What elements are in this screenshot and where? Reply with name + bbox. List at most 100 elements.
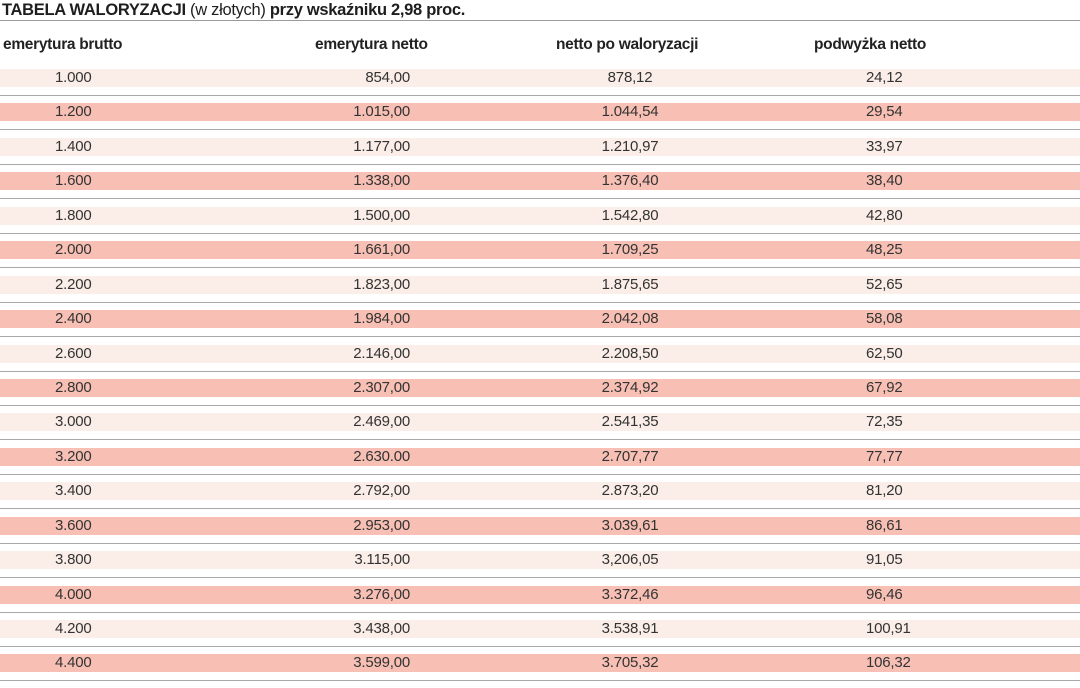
cell-emerytura-netto: 2.469,00 [353, 413, 410, 431]
row-divider [0, 129, 1080, 131]
cell-emerytura-netto: 1.338,00 [353, 172, 410, 190]
cell-emerytura-brutto: 4.200 [55, 620, 92, 637]
cell-emerytura-netto: 2.146,00 [353, 344, 410, 362]
cell-emerytura-brutto: 4.000 [55, 585, 92, 603]
cell-emerytura-netto: 3.115,00 [354, 551, 410, 569]
cell-emerytura-brutto: 3.600 [55, 516, 92, 534]
table-row: 1.000 854,00 878,12 24,12 [0, 68, 1080, 102]
cell-emerytura-netto: 1.823,00 [353, 275, 410, 293]
cell-emerytura-brutto: 2.200 [55, 275, 92, 293]
cell-netto-po-waloryzacji: 3,206,05 [601, 551, 659, 569]
row-divider [0, 232, 1080, 234]
cell-emerytura-brutto: 3.000 [55, 413, 92, 431]
cell-podwyzka-netto: 67,92 [866, 378, 903, 396]
cell-podwyzka-netto: 81,20 [866, 482, 903, 500]
cell-podwyzka-netto: 48,25 [866, 241, 903, 259]
cell-emerytura-netto: 3.599,00 [353, 654, 410, 672]
cell-podwyzka-netto: 62,50 [866, 344, 903, 362]
table-row: 1.400 1.177,00 1.210,97 33,97 [0, 137, 1080, 171]
table-row: 1.600 1.338,00 1.376,40 38,40 [0, 171, 1080, 205]
title-unit: (w złotych) [190, 1, 266, 19]
row-divider [0, 163, 1080, 165]
row-divider [0, 508, 1080, 510]
cell-emerytura-netto: 3.276,00 [353, 585, 410, 603]
row-divider [0, 198, 1080, 200]
cell-netto-po-waloryzacji: 878,12 [607, 69, 653, 86]
cell-emerytura-brutto: 4.400 [55, 654, 92, 672]
cell-emerytura-netto: 1.661,00 [353, 241, 410, 259]
cell-netto-po-waloryzacji: 3.372,46 [601, 585, 659, 603]
row-band [0, 516, 1080, 535]
cell-netto-po-waloryzacji: 1.542,80 [601, 206, 659, 224]
cell-podwyzka-netto: 52,65 [866, 275, 903, 293]
cell-emerytura-brutto: 1.200 [55, 103, 92, 121]
table-row: 4.400 3.599,00 3.705,32 106,32 [0, 653, 1080, 687]
row-divider [0, 577, 1080, 579]
row-band [0, 620, 1080, 638]
row-band [0, 551, 1080, 570]
table-row: 2.200 1.823,00 1.875,65 52,65 [0, 275, 1080, 309]
row-divider [0, 95, 1080, 96]
row-band [0, 585, 1080, 604]
title-rest: przy wskaźniku 2,98 proc. [269, 1, 466, 19]
table-row: 3.200 2.630.00 2.707,77 77,77 [0, 447, 1080, 481]
table-row: 2.600 2.146,00 2.208,50 62,50 [0, 344, 1080, 378]
table-row: 4.000 3.276,00 3.372,46 96,46 [0, 585, 1080, 619]
cell-emerytura-brutto: 1.600 [55, 172, 92, 190]
cell-netto-po-waloryzacji: 2.541,35 [601, 413, 659, 431]
row-divider [0, 404, 1080, 406]
cell-emerytura-brutto: 2.600 [55, 344, 92, 362]
row-band [0, 482, 1080, 501]
cell-emerytura-netto: 3.438,00 [353, 620, 410, 637]
cell-podwyzka-netto: 38,40 [866, 172, 903, 190]
cell-emerytura-brutto: 3.800 [55, 551, 92, 569]
cell-podwyzka-netto: 86,61 [866, 516, 903, 534]
cell-podwyzka-netto: 33,97 [866, 137, 903, 155]
header-emerytura-brutto: emerytura brutto [3, 36, 123, 53]
row-band [0, 447, 1080, 466]
cell-emerytura-netto: 1.984,00 [353, 310, 410, 328]
table-body: 1.000 854,00 878,12 24,12 1.200 1.015,00 1.044… [0, 68, 1080, 688]
cell-emerytura-netto: 2.792,00 [353, 482, 410, 500]
cell-podwyzka-netto: 24,12 [866, 69, 903, 86]
cell-netto-po-waloryzacji: 1.044,54 [601, 103, 659, 121]
row-divider [0, 267, 1080, 269]
cell-emerytura-brutto: 1.800 [55, 206, 92, 224]
row-divider [0, 370, 1080, 372]
row-divider [0, 301, 1080, 303]
row-band [0, 654, 1080, 673]
cell-emerytura-brutto: 2.800 [55, 378, 92, 396]
table-row: 3.000 2.469,00 2.541,35 72,35 [0, 412, 1080, 446]
cell-emerytura-netto: 854,00 [365, 69, 410, 86]
cell-podwyzka-netto: 106,32 [866, 654, 911, 672]
cell-netto-po-waloryzacji: 3.538,91 [601, 620, 659, 637]
cell-emerytura-brutto: 1.400 [55, 137, 92, 155]
cell-podwyzka-netto: 42,80 [866, 206, 903, 224]
cell-emerytura-netto: 1.177,00 [353, 137, 410, 155]
row-band [0, 378, 1080, 397]
table-row: 1.800 1.500,00 1.542,80 42,80 [0, 206, 1080, 240]
cell-podwyzka-netto: 100,91 [866, 620, 911, 637]
cell-emerytura-brutto: 2.000 [55, 241, 92, 259]
table-row: 2.000 1.661,00 1.709,25 48,25 [0, 240, 1080, 274]
row-divider [0, 473, 1080, 475]
table-row: 3.600 2.953,00 3.039,61 86,61 [0, 516, 1080, 550]
table-row: 1.200 1.015,00 1.044,54 29,54 [0, 102, 1080, 136]
row-band [0, 103, 1080, 122]
cell-netto-po-waloryzacji: 1.709,25 [601, 241, 659, 259]
row-band [0, 310, 1080, 329]
row-band [0, 206, 1080, 225]
cell-emerytura-netto: 2.630.00 [353, 447, 410, 465]
row-divider [0, 680, 1080, 682]
cell-emerytura-brutto: 2.400 [55, 310, 92, 328]
cell-emerytura-netto: 2.307,00 [353, 378, 410, 396]
cell-podwyzka-netto: 58,08 [866, 310, 903, 328]
cell-netto-po-waloryzacji: 2.374,92 [601, 378, 659, 396]
table-row: 4.200 3.438,00 3.538,91 100,91 [0, 619, 1080, 653]
row-band [0, 275, 1080, 294]
cell-emerytura-brutto: 3.200 [55, 447, 92, 465]
cell-netto-po-waloryzacji: 1.875,65 [601, 275, 659, 293]
header-netto-po-waloryzacji: netto po waloryzacji [556, 36, 699, 53]
title-divider [0, 20, 1080, 21]
row-band [0, 344, 1080, 363]
